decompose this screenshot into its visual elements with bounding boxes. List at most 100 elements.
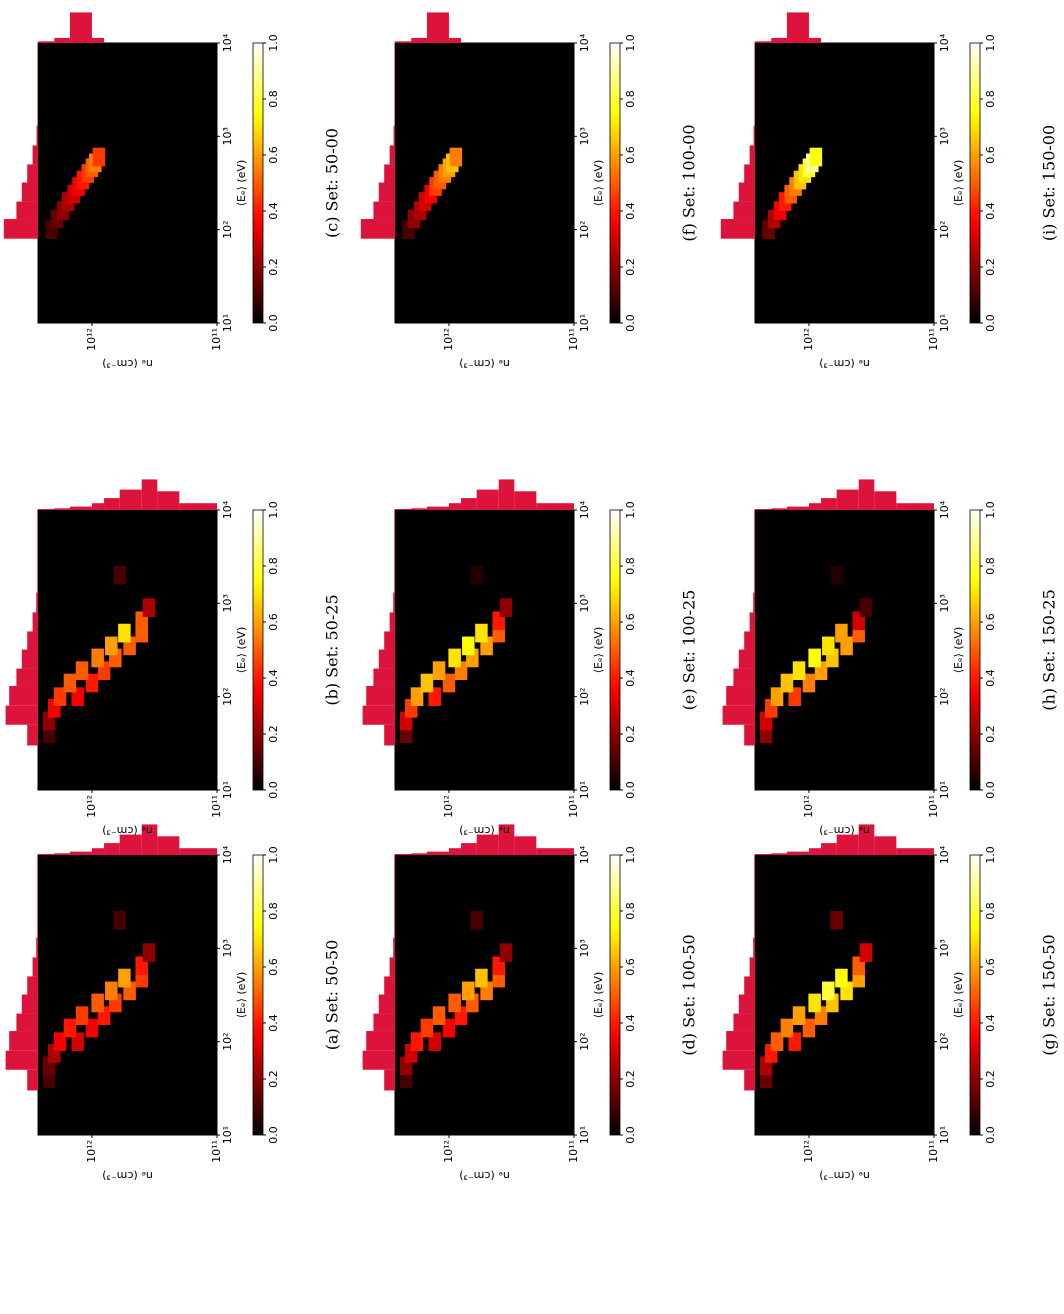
colorbar-tick-label: 0.8 <box>984 902 997 920</box>
heatmap-cell <box>420 673 434 693</box>
y-marginal-bar <box>771 37 787 43</box>
x-tick-label: 10³ <box>221 127 234 145</box>
heatmap-cell <box>475 623 488 643</box>
heatmap-cell <box>462 636 475 656</box>
y-marginal-bar <box>755 508 772 510</box>
heatmap-cell <box>410 1032 424 1051</box>
x-marginal-bar <box>738 994 755 1014</box>
heatmap-cell <box>835 623 848 643</box>
colorbar <box>609 509 621 791</box>
colorbar-tick-label: 0.2 <box>267 1070 280 1088</box>
x-tick-label: 10¹ <box>938 1126 951 1144</box>
heatmap-cell <box>859 943 873 962</box>
x-tick-label: 10² <box>221 220 234 238</box>
caption: (h) Set: 150-25 <box>1040 589 1059 711</box>
colorbar-tick-label: 1.0 <box>624 34 637 52</box>
caption: (a) Set: 50-50 <box>323 940 342 1051</box>
colorbar-tick-label: 1.0 <box>984 34 997 52</box>
colorbar-tick-label: 0.4 <box>267 202 280 220</box>
y-marginal-bar <box>91 848 105 855</box>
heatmap-cell <box>53 687 67 706</box>
caption: (d) Set: 100-50 <box>680 934 699 1055</box>
caption: (f) Set: 100-00 <box>680 124 699 241</box>
x-marginal-bar <box>754 854 756 938</box>
x-axis-label: ⟨Eₑ⟩ (eV) <box>592 160 605 207</box>
colorbar-tick-label: 0.0 <box>267 1126 280 1144</box>
x-marginal-bar <box>21 994 38 1014</box>
y-marginal-bar <box>38 508 55 510</box>
x-marginal-bar <box>394 509 395 593</box>
x-tick-label: 10³ <box>938 127 951 145</box>
colorbar-tick-label: 0.2 <box>624 1070 637 1088</box>
heatmap-cell <box>92 147 106 167</box>
y-tick-label: 10¹¹ <box>927 795 940 818</box>
y-tick-label: 10¹¹ <box>567 328 580 351</box>
heatmap-cell <box>802 1018 816 1038</box>
y-marginal-bar <box>104 843 120 855</box>
heatmap-cell <box>442 1018 456 1038</box>
panel: 10¹ 10² 10³ 10⁴ ⟨Eₑ⟩ (eV) 10¹¹ 10¹² nₑ (cm⁻³) 0.… <box>5 479 342 837</box>
colorbar-tick-label: 0.0 <box>984 314 997 332</box>
heatmap-cell <box>142 943 156 962</box>
x-marginal-bar <box>366 686 396 706</box>
y-marginal-bar <box>119 489 142 510</box>
y-marginal-bar <box>91 37 105 43</box>
heatmap-cell <box>462 981 475 1001</box>
x-marginal-bar <box>726 686 756 706</box>
panel: 10¹ 10² 10³ 10⁴ ⟨Eₑ⟩ (eV) 10¹¹ 10¹² nₑ (cm⁻³) 0.… <box>362 479 699 837</box>
y-marginal-bar <box>157 836 180 855</box>
panel: 10¹ 10² 10³ 10⁴ ⟨Eₑ⟩ (eV) 10¹¹ 10¹² nₑ (cm⁻³) 0.… <box>3 12 342 370</box>
colorbar-tick-label: 1.0 <box>624 846 637 864</box>
colorbar-tick-label: 0.4 <box>984 1014 997 1032</box>
panel: 10¹ 10² 10³ 10⁴ ⟨Eₑ⟩ (eV) 10¹¹ 10¹² nₑ (cm⁻³) 0.… <box>5 824 342 1182</box>
x-tick-label: 10⁴ <box>221 500 234 519</box>
x-tick-label: 10⁴ <box>221 845 234 864</box>
x-marginal-bar <box>394 854 395 938</box>
heatmap-background <box>395 43 574 323</box>
colorbar-tick-label: 0.0 <box>984 1126 997 1144</box>
x-tick-label: 10¹ <box>221 314 234 332</box>
y-marginal-bar <box>896 848 935 855</box>
y-axis-label: nₑ (cm⁻³) <box>819 824 870 837</box>
x-marginal-bar <box>27 631 39 650</box>
x-tick-label: 10³ <box>938 939 951 957</box>
x-marginal-bar <box>366 1031 396 1051</box>
caption: (i) Set: 150-00 <box>1040 125 1059 241</box>
y-tick-label: 10¹¹ <box>567 795 580 818</box>
colorbar-tick-label: 0.2 <box>267 725 280 743</box>
heatmap-cell <box>63 673 77 693</box>
x-tick-label: 10² <box>938 1032 951 1050</box>
heatmap-cell <box>113 565 126 585</box>
heatmap-cell <box>420 1018 434 1038</box>
x-tick-label: 10¹ <box>938 781 951 799</box>
y-marginal-bar <box>498 824 515 855</box>
y-marginal-bar <box>896 503 935 510</box>
colorbar-tick-label: 0.6 <box>984 958 997 976</box>
y-marginal-bar <box>411 508 427 510</box>
colorbar-tick-label: 0.6 <box>267 146 280 164</box>
x-marginal-bar <box>744 164 756 183</box>
heatmap-cell <box>809 147 823 167</box>
heatmap-cell <box>91 993 104 1013</box>
y-marginal-bar <box>69 12 92 43</box>
y-marginal-bar <box>858 479 875 510</box>
y-marginal-bar <box>448 848 462 855</box>
heatmap-cell <box>475 968 488 988</box>
x-marginal-bar <box>722 1050 755 1070</box>
y-tick-label: 10¹¹ <box>927 328 940 351</box>
colorbar-tick-label: 0.8 <box>267 90 280 108</box>
y-marginal-bar <box>808 848 822 855</box>
y-axis-label: nₑ (cm⁻³) <box>102 824 153 837</box>
y-marginal-bar <box>411 37 427 43</box>
x-marginal-bar <box>393 592 396 613</box>
y-axis-label: nₑ (cm⁻³) <box>819 357 870 370</box>
heatmap-cells <box>42 565 156 744</box>
heatmap-cell <box>432 1006 446 1025</box>
panel: 10¹ 10² 10³ 10⁴ ⟨Eₑ⟩ (eV) 10¹¹ 10¹² nₑ (cm⁻³) 0.… <box>362 824 699 1182</box>
heatmap-cells <box>399 910 513 1089</box>
panel: 10¹ 10² 10³ 10⁴ ⟨Eₑ⟩ (eV) 10¹¹ 10¹² nₑ (cm⁻³) 0.… <box>360 12 699 370</box>
x-marginal-bar <box>738 649 755 669</box>
y-marginal-bar <box>119 834 142 855</box>
y-tick-label: 10¹² <box>802 328 815 351</box>
